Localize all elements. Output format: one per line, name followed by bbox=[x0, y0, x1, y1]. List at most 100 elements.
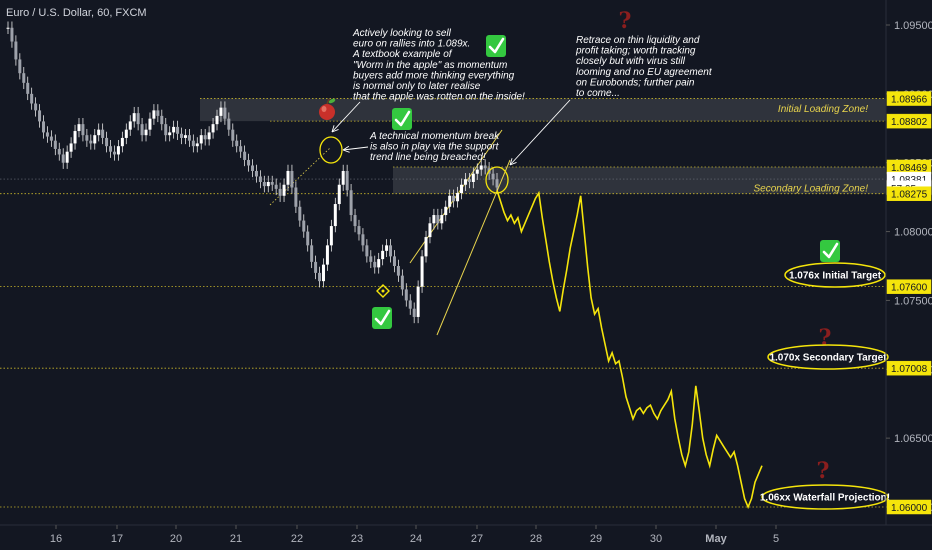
candle-body bbox=[199, 135, 203, 144]
candle-body bbox=[247, 159, 251, 166]
candle-body bbox=[452, 195, 456, 202]
apple-body bbox=[319, 104, 335, 120]
candle-body bbox=[298, 206, 302, 221]
candle-body bbox=[183, 135, 187, 138]
candle-body bbox=[290, 170, 294, 188]
candle-body bbox=[61, 154, 65, 163]
price-tag: 1.07008 bbox=[886, 360, 932, 376]
apple-shine bbox=[321, 106, 327, 112]
question-mark-icon: ? bbox=[817, 458, 830, 484]
candle-body bbox=[306, 231, 310, 246]
candle-body bbox=[460, 184, 464, 194]
annotation-arrow bbox=[509, 99, 571, 166]
apple-leaf bbox=[328, 98, 336, 104]
candle-body bbox=[116, 146, 120, 155]
candle-body bbox=[180, 133, 184, 138]
candle-body bbox=[89, 140, 93, 144]
candle-body bbox=[341, 170, 345, 185]
price-tag-box bbox=[886, 360, 932, 376]
candle-body bbox=[112, 151, 116, 155]
candle-body bbox=[337, 184, 341, 205]
candle-body bbox=[270, 181, 274, 185]
zone-label: Secondary Loading Zone! bbox=[753, 184, 868, 195]
candle-body bbox=[195, 143, 199, 147]
candle-body bbox=[254, 170, 258, 177]
candle-body bbox=[353, 215, 357, 227]
candle-body bbox=[471, 173, 475, 182]
check-mark-icon bbox=[486, 35, 506, 57]
y-tick-label: 1.06500 bbox=[894, 433, 932, 445]
zone-box bbox=[393, 166, 886, 194]
candle-body bbox=[432, 215, 436, 224]
candle-body bbox=[69, 143, 73, 152]
candle-body bbox=[495, 179, 499, 188]
check-tick bbox=[822, 242, 839, 259]
price-tag-label: 1.06000 bbox=[891, 503, 928, 514]
target-ellipse bbox=[767, 344, 889, 370]
check-mark-icon bbox=[372, 307, 392, 329]
x-tick-label: 24 bbox=[410, 533, 422, 545]
candle-body bbox=[318, 272, 322, 282]
candle-body bbox=[436, 215, 440, 224]
candle-body bbox=[448, 195, 452, 207]
x-tick-label: 20 bbox=[170, 533, 182, 545]
projection-line bbox=[496, 190, 763, 510]
diamond-dot bbox=[381, 289, 385, 293]
candle-body bbox=[278, 188, 282, 196]
candle-body bbox=[373, 261, 377, 268]
wedge-lower-line bbox=[436, 159, 511, 336]
annotation-text: looming and no EU agreement bbox=[576, 67, 713, 78]
x-tick-label: 23 bbox=[351, 533, 363, 545]
candle-body bbox=[219, 107, 223, 116]
candle-body bbox=[227, 118, 231, 130]
candle-body bbox=[333, 204, 337, 227]
candle-body bbox=[156, 110, 160, 116]
annotation-text: on Eurobonds; further pain bbox=[576, 77, 695, 88]
price-tag-label: 1.07600 bbox=[891, 283, 928, 294]
candle-body bbox=[302, 220, 306, 232]
price-tag: 1.06000 bbox=[886, 499, 932, 515]
candle-body bbox=[128, 121, 132, 130]
price-tag-box bbox=[886, 499, 932, 515]
price-tag: 1.07600 bbox=[886, 279, 932, 294]
candle-body bbox=[365, 245, 369, 257]
target-ellipse bbox=[761, 484, 889, 510]
candle-body bbox=[120, 137, 124, 147]
candle-body bbox=[239, 146, 243, 152]
candle-body bbox=[357, 226, 361, 235]
candle-body bbox=[243, 151, 247, 160]
candle-body bbox=[101, 129, 105, 138]
candle-body bbox=[45, 132, 49, 137]
highlight-circle bbox=[485, 166, 509, 194]
candle-body bbox=[41, 121, 45, 133]
candle-body bbox=[428, 223, 432, 238]
price-tag: 1.08802 bbox=[886, 113, 932, 129]
annotation-text: is normal only to later realise bbox=[353, 81, 481, 92]
candle-body bbox=[235, 140, 239, 147]
annotation-text: "Worm in the apple" as momentum bbox=[353, 60, 507, 71]
candle-body bbox=[10, 27, 14, 42]
candle-body bbox=[408, 300, 412, 309]
x-tick-label: 5 bbox=[773, 533, 779, 545]
annotation-text: is also in play via the support bbox=[370, 142, 500, 153]
arrow-head bbox=[331, 125, 339, 133]
candle-body bbox=[18, 59, 22, 74]
price-tag-label: 1.08469 bbox=[891, 163, 928, 174]
candle-body bbox=[424, 237, 428, 257]
candle-body bbox=[57, 148, 61, 155]
candle-body bbox=[262, 181, 266, 187]
candle-body bbox=[97, 129, 101, 136]
check-mark-icon bbox=[820, 240, 840, 262]
candle-body bbox=[77, 124, 81, 132]
zone-box bbox=[200, 98, 886, 122]
candle-body bbox=[329, 226, 333, 246]
x-tick-label: May bbox=[705, 533, 727, 545]
candle-body bbox=[396, 266, 400, 276]
price-tag-label: 1.08275 bbox=[891, 190, 928, 201]
candle-body bbox=[463, 179, 467, 185]
candle-body bbox=[223, 107, 227, 119]
price-tag-box bbox=[886, 113, 932, 129]
candle-body bbox=[172, 126, 176, 133]
